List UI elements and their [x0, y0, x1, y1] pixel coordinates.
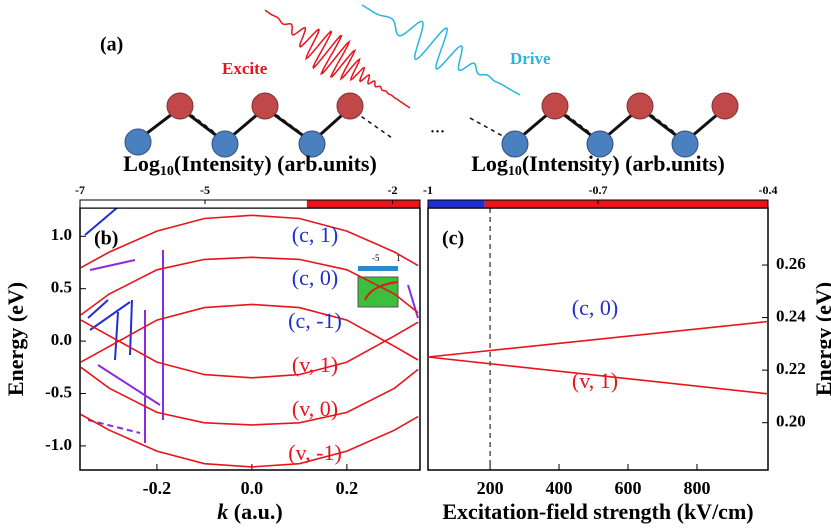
- band-line: [80, 256, 419, 316]
- panel-label: (c): [442, 228, 464, 250]
- band-line: [80, 366, 419, 426]
- y-tick-label: 0.0: [51, 330, 72, 349]
- y-axis-label: Energy (eV): [811, 282, 831, 396]
- colorbar-title-part: Log: [471, 151, 508, 176]
- colorbar-tick-label: -5: [200, 183, 210, 197]
- colorbar-low: [80, 200, 307, 208]
- colorbar-low: [428, 200, 485, 208]
- y-tick-label: -0.5: [45, 382, 72, 401]
- y-tick-label: 0.22: [776, 359, 806, 378]
- colorbar-tick-label: -0.4: [759, 183, 778, 197]
- inset: -5 1: [357, 253, 401, 308]
- band-label: (v, 1): [572, 368, 618, 393]
- band-label: (v, 1): [292, 352, 338, 377]
- drive-label: Drive: [510, 49, 551, 68]
- x-tick-label: 0.2: [336, 478, 359, 498]
- ellipsis: ...: [430, 116, 445, 138]
- y-tick-label: 0.20: [776, 412, 806, 431]
- colorbar-title: Log10(Intensity) (arb.units): [471, 151, 725, 179]
- x-axis-label-text: Excitation-field strength (kV/cm): [442, 499, 753, 524]
- colorbar-tick-label: -2: [388, 183, 398, 197]
- band-line: [427, 356, 769, 395]
- colorbar-title: Log10(Intensity) (arb.units): [123, 151, 377, 179]
- colorbar-title-part: Log: [123, 151, 160, 176]
- band-label: (c, 1): [292, 222, 338, 247]
- inset-tick: 1: [396, 253, 401, 263]
- x-tick-label: 0.0: [241, 478, 264, 498]
- arrows: [84, 206, 419, 443]
- band-line: [80, 319, 419, 379]
- panel-label: (b): [94, 228, 118, 250]
- y-tick-label: 0.26: [776, 254, 806, 273]
- y-tick-label: 0.24: [776, 306, 806, 325]
- inset-tick: -5: [372, 253, 380, 263]
- colorbar-high: [306, 200, 420, 208]
- band-label: (v, 0): [292, 396, 338, 421]
- band-line: [80, 214, 419, 269]
- y-axis-label: Energy (eV): [3, 282, 28, 396]
- colorbar-tick-label: -1: [423, 183, 433, 197]
- colorbar-title-sub: 10: [508, 164, 522, 179]
- x-axis-label-symbol: k: [217, 499, 228, 524]
- colorbar-title-sub: 10: [160, 164, 174, 179]
- colorbar-tick-label: -0.7: [589, 183, 608, 197]
- colorbar-title-part: (Intensity) (arb.units): [174, 151, 377, 176]
- x-axis-label: Excitation-field strength (kV/cm): [442, 499, 753, 524]
- colorbar-tick-label: -7: [75, 183, 85, 197]
- band-label: (c, -1): [288, 308, 342, 333]
- band-label: (c, 0): [572, 295, 618, 320]
- x-tick-label: 400: [546, 478, 573, 498]
- excite-label: Excite: [222, 59, 268, 78]
- x-tick-label: 200: [477, 478, 504, 498]
- x-axis-label: k (a.u.): [217, 499, 282, 524]
- band-label: (v, -1): [288, 440, 342, 465]
- y-tick-label: 1.0: [51, 225, 72, 244]
- y-tick-label: -1.0: [45, 435, 72, 454]
- panel-label: (a): [100, 34, 123, 56]
- illustration: (a) Excite Drive ...: [100, 4, 739, 158]
- y-tick-label: 0.5: [51, 278, 72, 297]
- band-line: [80, 413, 419, 468]
- x-tick-label: -0.2: [143, 478, 172, 498]
- x-axis-label-text: (a.u.): [234, 499, 283, 524]
- colorbar-high: [484, 200, 768, 208]
- colorbar-title-part: (Intensity) (arb.units): [522, 151, 725, 176]
- x-tick-label: 800: [683, 478, 710, 498]
- x-tick-label: 600: [615, 478, 642, 498]
- band-line: [427, 320, 769, 358]
- band-label: (c, 0): [292, 265, 338, 290]
- band-line: [80, 303, 419, 363]
